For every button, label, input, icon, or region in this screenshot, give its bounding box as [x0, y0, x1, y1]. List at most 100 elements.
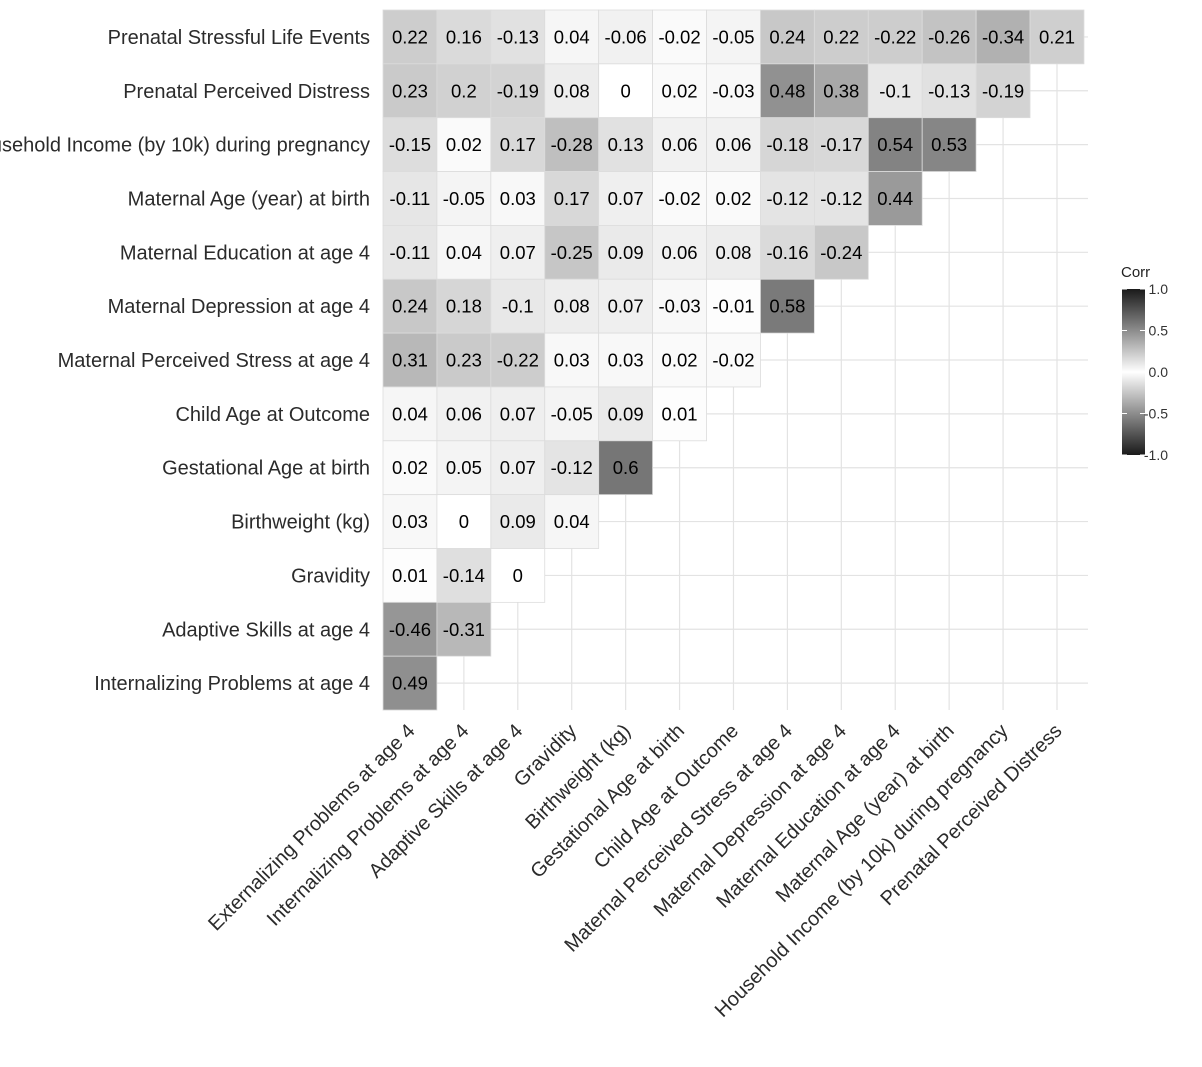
- cell-value-label: -0.25: [551, 242, 593, 263]
- cell-value-label: 0.02: [392, 457, 428, 478]
- cell-value-label: 0.48: [769, 80, 805, 101]
- cell-value-label: 0.02: [715, 188, 751, 209]
- cell-value-label: 0.07: [500, 242, 536, 263]
- cell-value-label: -0.05: [551, 403, 593, 424]
- cell-value-label: 0.08: [715, 242, 751, 263]
- cell-value-label: 0: [620, 80, 630, 101]
- cell-value-label: -0.05: [712, 26, 754, 47]
- cell-value-label: 0.18: [446, 296, 482, 317]
- cell-value-label: 0.13: [608, 134, 644, 155]
- y-axis-label: Maternal Depression at age 4: [108, 296, 370, 318]
- cell-value-label: -0.18: [766, 134, 808, 155]
- legend-tick-label: 1.0: [1149, 281, 1169, 297]
- cell-value-label: 0.04: [446, 242, 482, 263]
- cell-value-label: -0.02: [658, 26, 700, 47]
- y-axis-label: Maternal Education at age 4: [120, 242, 370, 264]
- cell-value-label: 0.6: [613, 457, 639, 478]
- cell-value-label: -0.24: [820, 242, 862, 263]
- cell-value-label: 0.07: [500, 403, 536, 424]
- cell-value-label: 0.24: [392, 296, 428, 317]
- legend-tick-label: 0.5: [1149, 323, 1169, 339]
- cell-value-label: -0.26: [928, 26, 970, 47]
- cell-value-label: 0.07: [608, 188, 644, 209]
- cell-value-label: -0.19: [497, 80, 539, 101]
- cell-value-label: 0.24: [769, 26, 805, 47]
- cell-value-label: -0.03: [658, 296, 700, 317]
- cell-value-label: -0.14: [443, 565, 485, 586]
- cell-value-label: 0: [459, 511, 469, 532]
- cell-value-label: -0.02: [658, 188, 700, 209]
- cell-value-label: 0.01: [392, 565, 428, 586]
- cell-value-label: -0.1: [502, 296, 534, 317]
- y-axis-label: Internalizing Problems at age 4: [94, 673, 370, 695]
- y-axis-label: Prenatal Perceived Distress: [123, 81, 370, 103]
- cell-value-label: 0.04: [554, 511, 590, 532]
- cell-value-label: 0.17: [500, 134, 536, 155]
- cell-value-label: 0.22: [392, 26, 428, 47]
- cell-value-label: 0.23: [392, 80, 428, 101]
- cell-value-label: 0.17: [554, 188, 590, 209]
- cell-value-label: 0.53: [931, 134, 967, 155]
- legend-title: Corr: [1121, 264, 1150, 281]
- cell-value-label: -0.22: [497, 350, 539, 371]
- cell-value-label: 0: [513, 565, 523, 586]
- cell-value-label: 0.08: [554, 80, 590, 101]
- cell-value-label: 0.09: [608, 242, 644, 263]
- cell-value-label: 0.04: [554, 26, 590, 47]
- cell-value-label: -0.11: [390, 242, 431, 263]
- cell-value-label: 0.03: [554, 350, 590, 371]
- cell-value-label: -0.06: [605, 26, 647, 47]
- cell-value-label: 0.06: [662, 242, 698, 263]
- y-axis-label: Gestational Age at birth: [162, 458, 370, 480]
- cell-value-label: 0.23: [446, 350, 482, 371]
- cell-value-label: -0.15: [389, 134, 431, 155]
- cell-value-label: 0.07: [500, 457, 536, 478]
- cell-value-label: 0.06: [446, 403, 482, 424]
- cell-value-label: 0.16: [446, 26, 482, 47]
- cell-value-label: -0.02: [712, 350, 754, 371]
- cell-value-label: 0.02: [446, 134, 482, 155]
- y-axis-label: Maternal Age (year) at birth: [128, 188, 370, 210]
- cell-value-label: 0.58: [769, 296, 805, 317]
- y-axis-label: Gravidity: [291, 565, 370, 587]
- cell-value-label: 0.02: [662, 80, 698, 101]
- y-axis-label: Birthweight (kg): [231, 512, 370, 534]
- cell-value-label: -0.16: [766, 242, 808, 263]
- cell-value-label: -0.01: [712, 296, 754, 317]
- cell-value-label: -0.34: [982, 26, 1024, 47]
- legend-tick-label: 0.0: [1149, 364, 1169, 380]
- cell-value-label: -0.13: [928, 80, 970, 101]
- cell-value-label: -0.05: [443, 188, 485, 209]
- cell-value-label: 0.01: [662, 403, 698, 424]
- cell-value-label: 0.09: [608, 403, 644, 424]
- cell-value-label: 0.2: [451, 80, 477, 101]
- y-axis-label: Prenatal Stressful Life Events: [108, 27, 370, 49]
- cell-value-label: -0.03: [712, 80, 754, 101]
- cell-value-label: 0.09: [500, 511, 536, 532]
- cell-value-label: -0.17: [820, 134, 862, 155]
- y-axis-label: Adaptive Skills at age 4: [162, 619, 370, 641]
- legend-tick-label: -1.0: [1144, 447, 1168, 463]
- cell-value-label: 0.38: [823, 80, 859, 101]
- cell-value-label: 0.06: [662, 134, 698, 155]
- cell-value-label: 0.49: [392, 673, 428, 694]
- cell-value-label: -0.31: [443, 619, 485, 640]
- cell-value-label: 0.03: [608, 350, 644, 371]
- cell-value-label: 0.03: [500, 188, 536, 209]
- cell-value-label: 0.54: [877, 134, 913, 155]
- legend-tick-label: -0.5: [1144, 406, 1168, 422]
- cell-value-label: 0.02: [662, 350, 698, 371]
- cell-value-label: -0.13: [497, 26, 539, 47]
- cell-value-label: 0.21: [1039, 26, 1075, 47]
- cell-value-label: 0.44: [877, 188, 913, 209]
- cell-value-label: -0.12: [551, 457, 593, 478]
- cell-value-label: -0.1: [879, 80, 911, 101]
- cell-value-label: -0.11: [390, 188, 431, 209]
- cell-value-label: -0.28: [551, 134, 593, 155]
- cell-value-label: 0.22: [823, 26, 859, 47]
- y-axis-label: Household Income (by 10k) during pregnan…: [0, 135, 370, 157]
- cell-value-label: -0.46: [389, 619, 431, 640]
- cell-value-label: 0.05: [446, 457, 482, 478]
